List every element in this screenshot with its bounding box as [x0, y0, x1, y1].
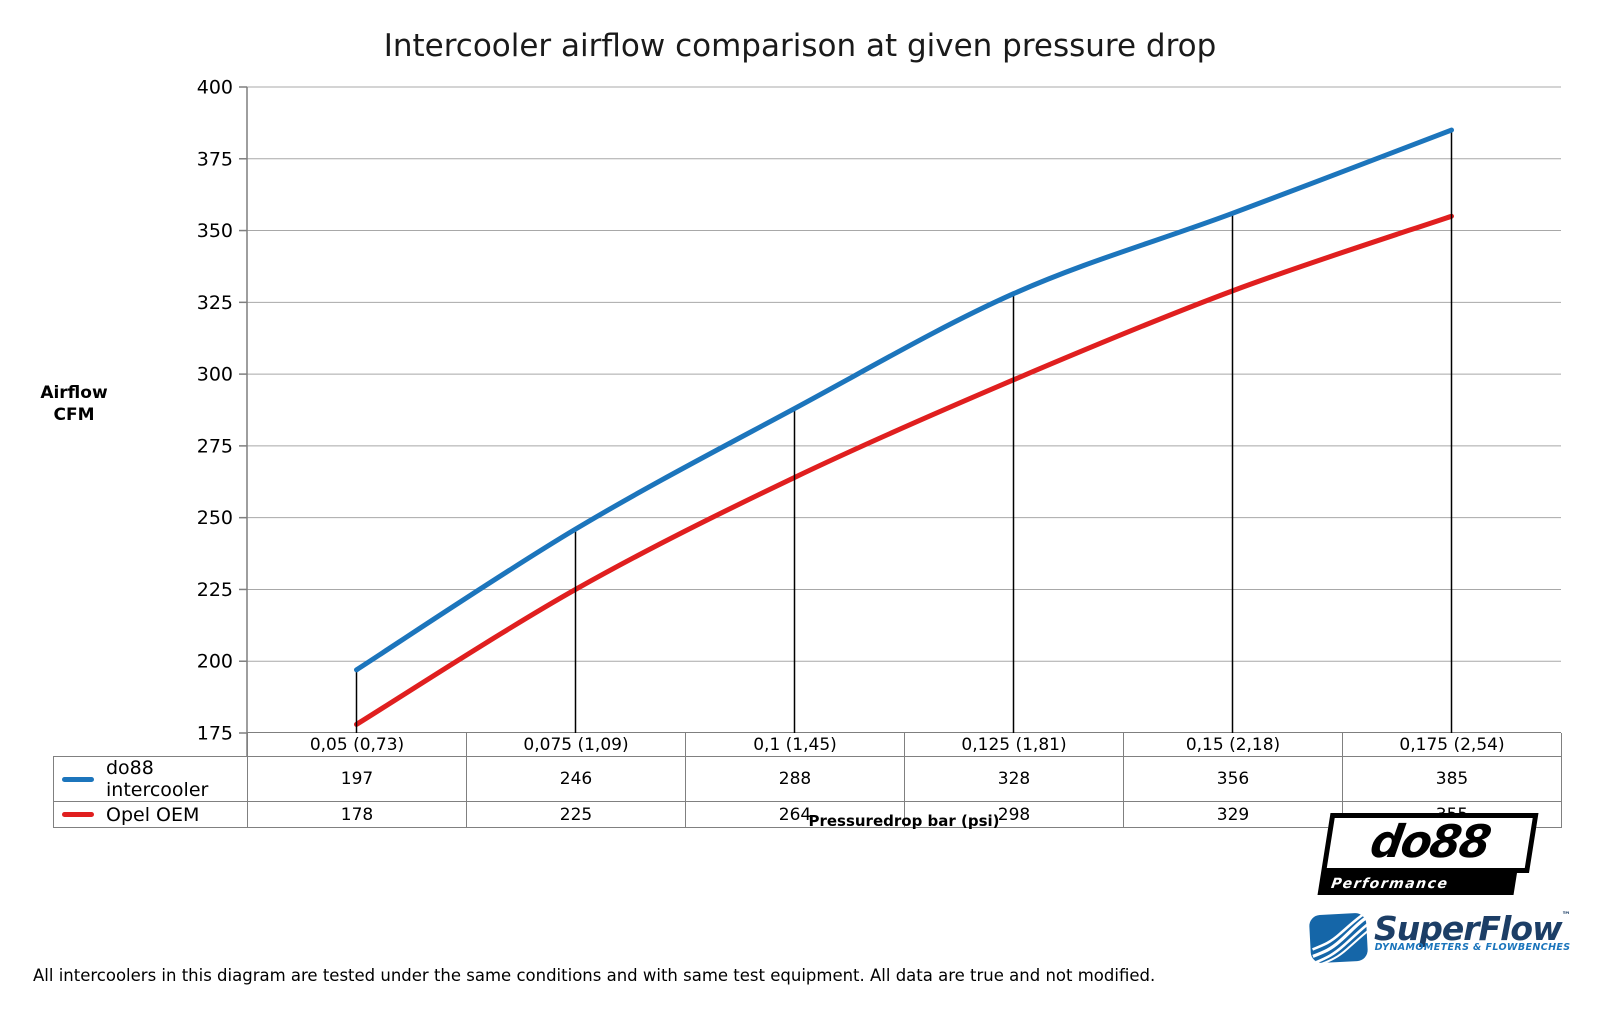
- y-tick-label: 400: [197, 77, 233, 99]
- value-cell: 329: [1123, 801, 1343, 828]
- do88-logo-bar: Performance: [1317, 873, 1517, 895]
- value-cell: 328: [904, 756, 1124, 802]
- y-tick-label: 200: [197, 651, 233, 673]
- do88-logo: do88 Performance: [1317, 813, 1539, 895]
- y-tick-label: 225: [197, 579, 233, 601]
- legend-cell: do88 intercooler: [53, 756, 248, 802]
- y-tick-label: 275: [197, 435, 233, 457]
- chart-title: Intercooler airflow comparison at given …: [383, 28, 1217, 64]
- y-tick-label: 300: [197, 364, 233, 386]
- data-table: 0,05 (0,73) 0,075 (1,09) 0,1 (1,45) 0,125 (…: [53, 733, 1562, 828]
- x-category-label: 0,125 (1,81): [904, 733, 1124, 757]
- x-category-label: 0,075 (1,09): [466, 733, 686, 757]
- legend-entry: do88 intercooler: [54, 757, 247, 801]
- series-line-opel-oem: [354, 213, 1454, 727]
- do88-logo-box: do88: [1320, 813, 1539, 873]
- superflow-logo-sub: DYNAMOMETERS & FLOWBENCHES: [1374, 942, 1571, 954]
- superflow-logo-text: SuperFlow: [1374, 909, 1563, 948]
- airflow-value-table: 0,05 (0,73) 0,075 (1,09) 0,1 (1,45) 0,125 (…: [53, 733, 1562, 828]
- value-cell: 197: [247, 756, 467, 802]
- x-axis-title: Pressuredrop bar (psi): [808, 812, 1000, 830]
- value-cell: 246: [466, 756, 686, 802]
- table-corner-cell: [54, 733, 248, 757]
- y-tick-label: 175: [197, 723, 233, 745]
- y-axis-title-line2: CFM: [53, 405, 95, 425]
- value-cell: 288: [685, 756, 905, 802]
- legend-label: do88 intercooler: [106, 757, 209, 801]
- legend-swatch: [62, 812, 94, 817]
- value-cell: 298: [904, 801, 1124, 828]
- do88-logo-text: do88: [1366, 814, 1494, 868]
- x-category-label: 0,05 (0,73): [247, 733, 467, 757]
- series-row-do88: do88 intercooler 197 246 288 328 356 385: [53, 756, 1562, 802]
- value-cell: 385: [1342, 756, 1562, 802]
- superflow-logo-text-block: SuperFlow™ DYNAMOMETERS & FLOWBENCHES: [1374, 909, 1571, 954]
- legend-entry: Opel OEM: [54, 804, 247, 826]
- x-category-label: 0,175 (2,54): [1342, 733, 1562, 757]
- y-tick-label: 325: [197, 292, 233, 314]
- legend-cell: Opel OEM: [53, 801, 248, 828]
- do88-logo-sub: Performance: [1329, 876, 1450, 892]
- y-tick-label: 375: [197, 148, 233, 170]
- y-tick-label: 250: [197, 507, 233, 529]
- x-category-label: 0,15 (2,18): [1123, 733, 1343, 757]
- value-cell: 225: [466, 801, 686, 828]
- value-cell: 264: [685, 801, 905, 828]
- disclaimer-text: All intercoolers in this diagram are tes…: [33, 966, 1156, 985]
- legend-swatch: [62, 776, 94, 782]
- y-axis-title-line1: Airflow: [40, 383, 108, 403]
- value-cell: 356: [1123, 756, 1343, 802]
- y-axis-title: Airflow CFM: [28, 382, 120, 426]
- superflow-logo: SuperFlow™ DYNAMOMETERS & FLOWBENCHES: [1308, 909, 1571, 965]
- y-tick-label: 350: [197, 220, 233, 242]
- category-label-row: 0,05 (0,73) 0,075 (1,09) 0,1 (1,45) 0,125 (…: [54, 733, 1562, 757]
- superflow-icon: [1309, 913, 1370, 965]
- value-cell: 178: [247, 801, 467, 828]
- trademark-symbol: ™: [1561, 911, 1571, 921]
- series-line-do88: [354, 127, 1454, 673]
- x-category-label: 0,1 (1,45): [685, 733, 905, 757]
- legend-label: Opel OEM: [106, 803, 200, 826]
